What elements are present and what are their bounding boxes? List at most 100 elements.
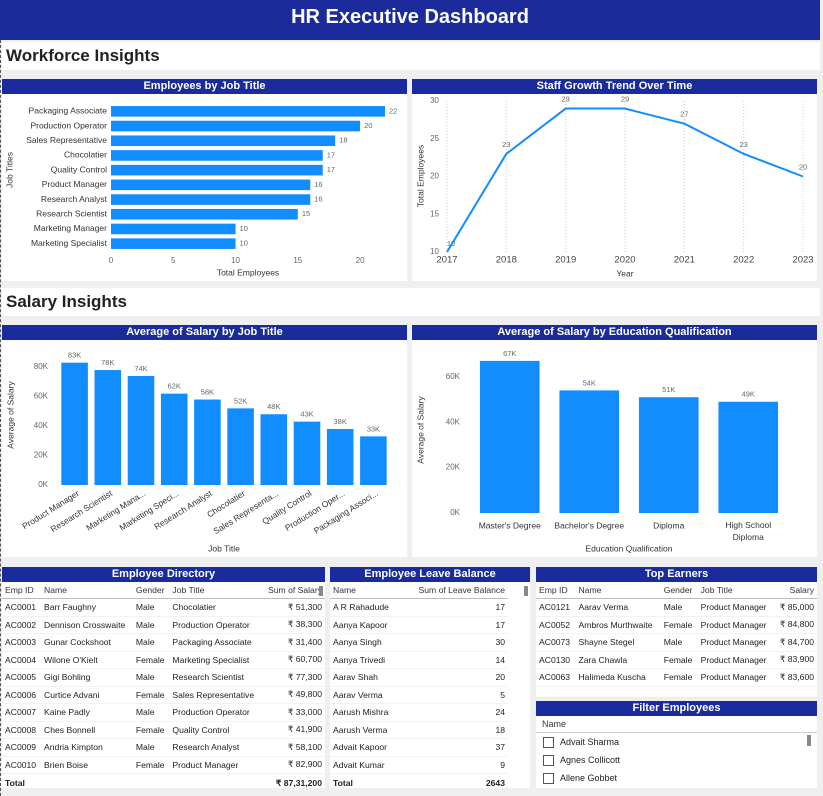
x-axis-title: Job Title xyxy=(208,543,240,553)
column-header[interactable]: Emp ID xyxy=(536,582,576,599)
table-cell: ₹ 83,900 xyxy=(774,651,817,669)
scrollbar[interactable] xyxy=(319,586,323,596)
tick-label: 20 xyxy=(356,256,365,265)
filter-option[interactable]: Agnes Collicott xyxy=(536,751,817,769)
table-cell: Shayne Stegel xyxy=(575,633,661,652)
tick-label: 40K xyxy=(34,421,49,430)
table-row: AC0002 Dennison Crosswaite Male Production … xyxy=(2,616,325,634)
tick-label: 15 xyxy=(430,209,439,218)
table-cell: Barr Faughny xyxy=(41,598,133,617)
chart-panel: Average of Salary by Job Title Job Title… xyxy=(2,325,407,557)
category-label: Packaging Associ... xyxy=(312,488,380,536)
category-label: Chocolatier xyxy=(64,150,107,160)
tick-label: 2018 xyxy=(496,255,517,266)
table-cell: Brien Boise xyxy=(41,756,133,774)
bar xyxy=(94,370,122,485)
checkbox[interactable] xyxy=(543,772,554,784)
column-header[interactable]: Sum of Leave Balance xyxy=(401,582,508,599)
data-label: 78K xyxy=(101,358,114,367)
table-host: Emp ID Name Gender Job Title Sum of Salary AC… xyxy=(2,582,325,793)
column-header[interactable]: Sum of Salary xyxy=(261,582,325,599)
column-header[interactable]: Job Title xyxy=(697,582,775,599)
bar xyxy=(194,399,221,485)
table-cell: AC0008 xyxy=(2,721,42,739)
table-cell: AC0073 xyxy=(536,633,576,652)
table-cell: Aarush Verma xyxy=(330,721,402,739)
table-row: Aarav Shah 20 xyxy=(330,668,508,687)
chart: Job Title Average of Salary 0K 20K 40K 60K 80K… xyxy=(5,351,387,553)
bar xyxy=(61,362,88,485)
table-row: AC0009 Andria Kimpton Male Research Analyst… xyxy=(2,738,325,757)
table-cell: Chocolatier xyxy=(169,598,262,617)
table-cell: Male xyxy=(132,633,170,652)
category-label: Research Analyst xyxy=(152,488,214,532)
total-label: Total xyxy=(330,773,402,793)
category-label: Packaging Associate xyxy=(29,106,108,116)
table-host: Emp ID Name Gender Job Title Salary AC0121 Aar… xyxy=(536,582,817,687)
table-cell: Female xyxy=(660,616,698,634)
table-cell: AC0010 xyxy=(2,756,42,774)
tick-label: 60K xyxy=(34,392,49,401)
data-label: 51K xyxy=(662,385,675,394)
data-label: 33K xyxy=(367,424,380,433)
table-row: AC0130 Zara Chawla Female Product Manager ₹ … xyxy=(536,651,817,669)
bar xyxy=(111,208,298,220)
column-header[interactable]: Gender xyxy=(132,582,170,599)
total-value: ₹ 87,31,200 xyxy=(261,773,325,793)
table-cell: Packaging Associate xyxy=(169,633,262,652)
tick-label: 0K xyxy=(450,508,460,517)
table-cell: Product Manager xyxy=(697,651,775,669)
table-cell: Kaine Padly xyxy=(41,703,133,722)
table-cell: Male xyxy=(132,616,170,634)
scrollbar[interactable] xyxy=(807,735,811,746)
table-cell: Aarush Mishra xyxy=(330,703,402,722)
table-cell: Production Operator xyxy=(169,616,262,634)
data-label: 27 xyxy=(680,110,688,119)
column-header[interactable]: Name xyxy=(41,582,133,599)
bar xyxy=(638,397,699,513)
table-row: AC0006 Curtice Advani Female Sales Represen… xyxy=(2,686,325,704)
checkbox[interactable] xyxy=(543,754,554,766)
category-label: Research Analyst xyxy=(41,194,108,204)
tick-label: 15 xyxy=(293,256,302,265)
bar xyxy=(260,414,288,485)
table-row: AC0003 Gunar Cockshoot Male Packaging Assoc… xyxy=(2,633,325,652)
table-row: AC0005 Gigi Bohling Male Research Scientist… xyxy=(2,668,325,687)
option-label: Agnes Collicott xyxy=(560,755,621,765)
table-cell: 30 xyxy=(401,633,508,652)
scrollbar[interactable] xyxy=(524,586,528,596)
column-header[interactable]: Name xyxy=(330,582,402,599)
column-header[interactable]: Salary xyxy=(774,582,817,599)
y-axis-title: Average of Salary xyxy=(5,381,15,449)
table-panel: Employee Directory Emp ID Name Gender Job T… xyxy=(2,567,325,793)
bar xyxy=(227,408,254,485)
checkbox[interactable] xyxy=(543,736,554,748)
table-row: Aanya Kapoor 17 xyxy=(330,616,508,634)
x-axis-title: Year xyxy=(616,268,633,278)
category-label: Sales Representative xyxy=(26,135,107,145)
table-cell: Female xyxy=(660,668,698,687)
bar xyxy=(111,135,336,147)
table-cell: 14 xyxy=(401,651,508,669)
filter-option[interactable]: Allene Gobbet xyxy=(536,769,817,787)
category-label: Master's Degree xyxy=(479,520,541,530)
table-row: AC0001 Barr Faughny Male Chocolatier ₹ 51,30… xyxy=(2,598,325,617)
column-header[interactable]: Name xyxy=(575,582,661,599)
table-cell: Ches Bonnell xyxy=(41,721,133,739)
table-host: Name Sum of Leave Balance A R Rahadude 17 Aa… xyxy=(330,582,508,793)
total-row: Total 2643 xyxy=(330,773,508,793)
category-label: High School Diploma xyxy=(725,520,771,542)
column-header[interactable]: Gender xyxy=(660,582,698,599)
column-header[interactable]: Job Title xyxy=(169,582,262,599)
table-cell: Aanya Singh xyxy=(330,633,402,652)
data-label: 23 xyxy=(502,140,510,149)
filter-field[interactable]: Name xyxy=(536,716,817,733)
data-label: 17 xyxy=(327,150,335,159)
filter-option[interactable]: Advait Sharma xyxy=(536,733,817,751)
data-label: 22 xyxy=(389,106,397,115)
section-title: Salary Insights xyxy=(2,288,820,316)
table-row: Aarush Verma 18 xyxy=(330,721,508,739)
column-header[interactable]: Emp ID xyxy=(2,582,42,599)
table-cell: Aarav Verma xyxy=(330,686,402,704)
header-row: Emp ID Name Gender Job Title Salary xyxy=(536,582,817,599)
